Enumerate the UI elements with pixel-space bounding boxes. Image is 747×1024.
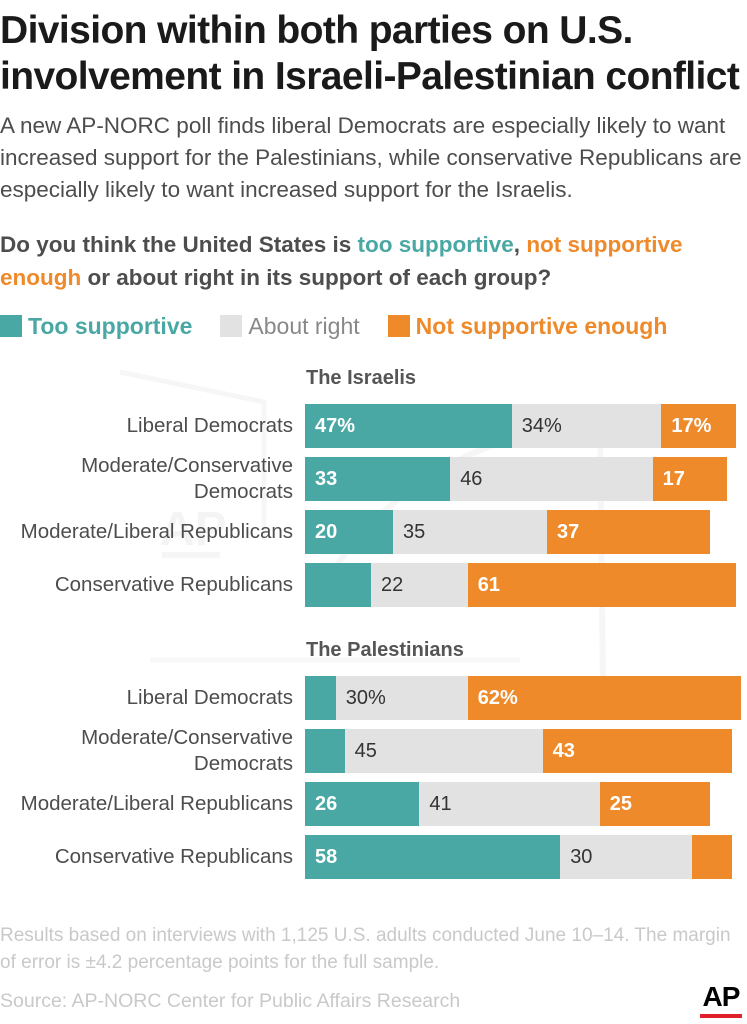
chart-subtitle: A new AP-NORC poll finds liberal Democra… (0, 113, 742, 202)
data-label: 20 (315, 520, 338, 543)
category-label: Moderate/Conservative Democrats (81, 726, 293, 775)
bar-segment-about: 30 (560, 835, 693, 879)
data-label: 30 (570, 845, 593, 868)
section-title: The Palestinians (306, 639, 464, 661)
data-label: 17% (671, 414, 712, 437)
bar-segment-not: 61 (467, 563, 737, 607)
data-label: 58 (315, 845, 338, 868)
question-prefix: Do you think the United States is (0, 232, 358, 257)
bar-segment-too (305, 729, 345, 773)
category-label: Moderate/Liberal Republicans (20, 520, 293, 543)
data-label: 46 (460, 467, 483, 490)
footnote: Results based on interviews with 1,125 U… (0, 925, 731, 973)
watermark-logo-bar (162, 552, 220, 558)
bar-segment-not: 17% (661, 404, 737, 448)
data-label: 30% (345, 686, 386, 709)
bar-segment-too: 33 (305, 457, 451, 501)
data-label: 34% (521, 414, 562, 437)
data-label: 25 (609, 792, 633, 815)
bar-segment-about: 45 (344, 729, 543, 773)
section-title: The Israelis (306, 367, 417, 389)
bar-segment-not: 37 (547, 510, 710, 554)
legend-label-about: About right (248, 312, 360, 339)
bar-segment-about: 30% (335, 676, 468, 720)
bar-segment-about: 34% (511, 404, 662, 448)
category-label: Moderate/Conservative Democrats (81, 454, 293, 503)
data-label: 22 (381, 573, 404, 596)
bar-segment-about: 46 (450, 457, 653, 501)
data-label: 47% (315, 414, 356, 437)
legend: Too supportive About right Not supportiv… (0, 309, 695, 343)
data-label: 45 (354, 739, 377, 762)
category-label: Liberal Democrats (126, 414, 293, 437)
data-label: 41 (429, 792, 452, 815)
legend-label-too: Too supportive (28, 312, 193, 339)
data-label: 26 (315, 792, 338, 815)
legend-item-not: Not supportive enough (387, 312, 668, 340)
data-label: 37 (557, 520, 580, 543)
bar-segment-too (305, 676, 336, 720)
bar-segment-too (305, 563, 371, 607)
category-label: Moderate/Liberal Republicans (20, 792, 293, 815)
bar-segment-about: 41 (419, 782, 600, 826)
legend-swatch-not (387, 315, 410, 337)
legend-swatch-about (220, 315, 243, 337)
legend-item-about: About right (220, 312, 360, 340)
question-not-supportive: not supportive enough (0, 232, 683, 290)
bar-segment-not: 43 (542, 729, 732, 773)
bar-segment-not: 62% (467, 676, 741, 720)
data-label: 35 (403, 520, 426, 543)
category-label: Liberal Democrats (126, 686, 293, 709)
chart-title: Division within both parties on U.S. inv… (0, 9, 740, 98)
bar-segment-not: 25 (599, 782, 710, 826)
survey-question: Do you think the United States is too su… (0, 228, 747, 294)
data-label: 61 (477, 573, 501, 596)
bar-segment-too: 47% (305, 404, 512, 448)
bar-segment-about: 35 (393, 510, 547, 554)
data-label: 33 (315, 467, 338, 490)
data-label: 17 (662, 467, 685, 490)
ap-logo-text: AP (702, 981, 741, 1012)
legend-swatch-too (0, 315, 22, 337)
question-suffix: or about right in its support of each gr… (81, 265, 552, 290)
bar-segment-about: 22 (371, 563, 468, 607)
category-label: Conservative Republicans (54, 573, 293, 596)
bar-segment-not: 17 (652, 457, 728, 501)
data-label: 62% (477, 686, 518, 709)
question-too-supportive: too supportive (357, 232, 514, 257)
bar-segment-too: 26 (305, 782, 420, 826)
bar-segment-not (692, 835, 732, 879)
question-comma: , (513, 232, 527, 257)
ap-logo-bar (700, 1014, 742, 1018)
bar-segment-too: 58 (305, 835, 561, 879)
category-label: Conservative Republicans (54, 845, 293, 868)
legend-item-too: Too supportive (0, 313, 192, 340)
bar-segment-too: 20 (305, 510, 393, 554)
legend-label-not: Not supportive enough (415, 312, 668, 339)
ap-logo: AP (700, 982, 742, 1022)
source-credit: Source: AP-NORC Center for Public Affair… (0, 990, 461, 1012)
data-label: 43 (552, 739, 575, 762)
